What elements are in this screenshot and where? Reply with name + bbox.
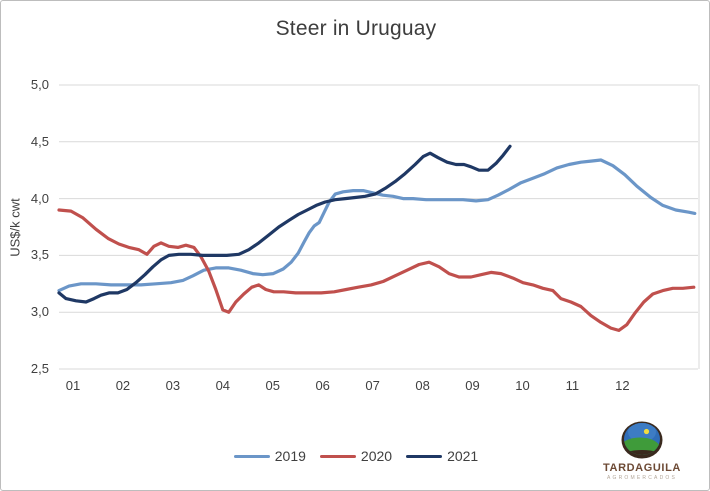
legend-swatch-icon	[406, 454, 443, 458]
legend-swatch-icon	[319, 454, 356, 458]
y-tick-label: 4,0	[30, 190, 49, 206]
x-tick-label: 04	[215, 378, 231, 393]
logo-subtitle: AGROMERCADOS	[606, 475, 678, 481]
legend-label: 2019	[274, 448, 306, 464]
tardaguila-logo: TARDAGUILA AGROMERCADOS	[584, 420, 700, 482]
y-tick-label: 3,5	[30, 247, 49, 263]
legend-item-2021: 2021	[406, 448, 478, 464]
x-tick-label: 09	[465, 378, 480, 393]
series-line-2021	[57, 144, 512, 304]
x-tick-label: 08	[415, 378, 430, 393]
y-tick-label: 5,0	[30, 77, 49, 92]
x-tick-label: 03	[165, 378, 181, 393]
legend-item-2019: 2019	[233, 448, 306, 464]
chart-title: Steer in Uruguay	[275, 17, 437, 40]
series-line-2020	[57, 208, 696, 332]
logo-emblem-icon	[621, 421, 663, 459]
legend-swatch-icon	[233, 454, 270, 458]
y-tick-label: 4,5	[30, 133, 49, 149]
legend-label: 2021	[447, 448, 479, 464]
x-tick-label: 10	[515, 378, 530, 393]
logo-brand: TARDAGUILA	[603, 462, 681, 474]
y-tick-label: 2,5	[30, 361, 49, 376]
legend-item-2020: 2020	[319, 448, 393, 464]
legend: 2019 2020 2021	[1, 448, 709, 464]
x-tick-label: 01	[65, 378, 81, 393]
x-tick-label: 02	[115, 378, 131, 393]
x-tick-label: 11	[565, 378, 580, 393]
legend-label: 2020	[360, 448, 393, 464]
x-tick-label: 06	[315, 378, 330, 393]
series-line-2019	[57, 158, 697, 293]
x-tick-label: 05	[265, 378, 280, 393]
x-tick-label: 07	[365, 378, 380, 393]
x-tick-label: 12	[615, 378, 630, 393]
y-tick-label: 3,0	[30, 304, 49, 320]
